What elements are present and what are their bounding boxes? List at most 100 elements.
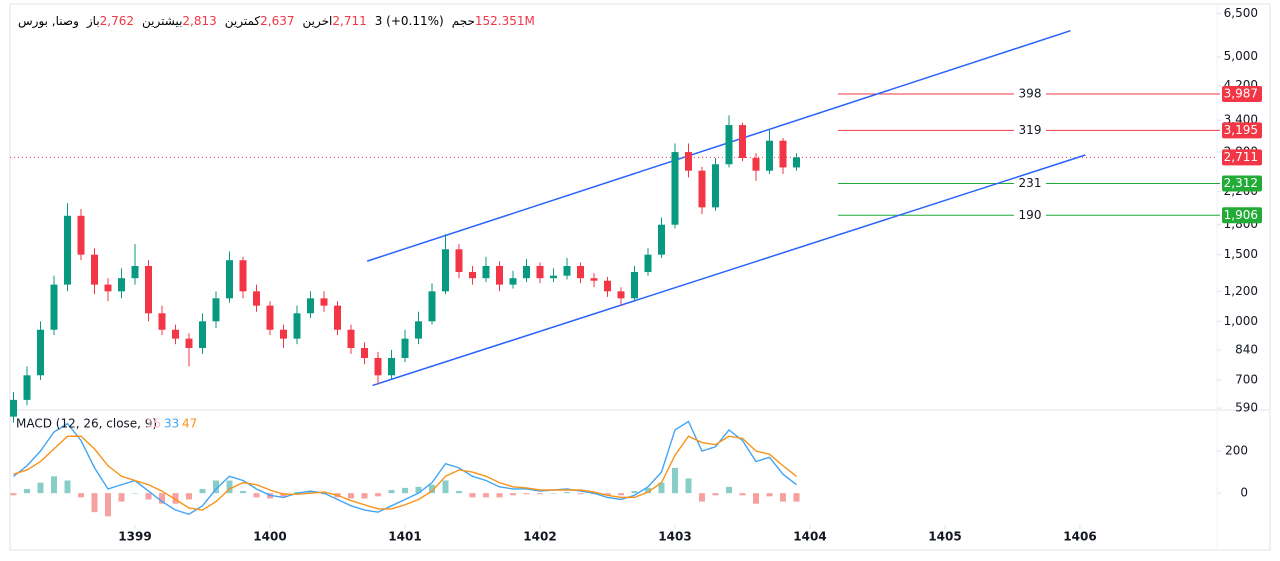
macd-signal-line	[13, 435, 797, 511]
macd-histogram-bar	[226, 480, 233, 494]
level-note-bg	[1014, 122, 1046, 139]
macd-histogram-bar	[644, 487, 651, 494]
x-tick-label: 1400	[253, 530, 286, 544]
candle-body	[603, 280, 611, 292]
trend-line	[372, 154, 1086, 387]
macd-histogram-bar	[374, 493, 381, 497]
candle-body	[495, 265, 503, 285]
level-label: 2,312	[1224, 176, 1258, 190]
macd-histogram-bar	[577, 493, 584, 495]
macd-histogram-bar	[159, 493, 166, 504]
info-item: اخرین2,711	[303, 14, 367, 28]
y-tick-label: 700	[1235, 372, 1258, 386]
level-label: 1,906	[1224, 208, 1258, 222]
macd-histogram-bar	[509, 493, 516, 496]
candle-body	[158, 313, 166, 330]
candle-body	[522, 265, 530, 279]
candle-body	[118, 278, 126, 292]
candle-body	[104, 284, 112, 292]
frame	[9, 3, 1271, 551]
y-tick-label: 590	[1235, 401, 1258, 415]
candle-body	[280, 329, 288, 339]
candle-body	[549, 275, 557, 279]
info-label: وصنا, بورس	[18, 14, 79, 28]
level-label: 3,987	[1224, 86, 1258, 100]
candle-body	[752, 158, 760, 171]
macd-histogram-bar	[455, 491, 462, 494]
info-label: باز	[86, 14, 100, 28]
macd-y-tick-label: 200	[1225, 444, 1248, 458]
trend-line	[366, 29, 1071, 262]
candle-body	[792, 157, 800, 168]
candle-body	[131, 265, 139, 279]
symbol-info: وصنا, بورس باز2,762 بیشترین2,813 کمترین2,63…	[18, 14, 535, 28]
macd-histogram-bar	[132, 493, 139, 494]
macd-histogram-bar	[253, 493, 260, 498]
y-tick-label: 1,500	[1224, 247, 1258, 261]
last-price-bg	[1222, 149, 1262, 166]
x-tick-label: 1402	[523, 530, 556, 544]
candle-body	[414, 321, 422, 339]
level-note-bg	[1014, 175, 1046, 192]
level-note: 190	[1019, 208, 1042, 222]
level-label-bg	[1222, 175, 1262, 192]
macd-histogram-bar	[145, 493, 152, 500]
candle-body	[630, 271, 638, 299]
macd-histogram-bar	[213, 480, 220, 494]
macd-histogram-bar	[172, 493, 179, 504]
macd-title: MACD (12, 26, close, 9)	[16, 417, 157, 431]
candle-body	[671, 152, 679, 225]
macd-histogram-bar	[617, 493, 624, 496]
macd-histogram-bar	[698, 493, 705, 502]
last-price-label: 2,711	[1224, 150, 1258, 164]
macd-histogram-bar	[671, 467, 678, 494]
candle-body	[725, 125, 733, 165]
candle-body	[199, 321, 207, 349]
candle-body	[226, 260, 234, 299]
candle-body	[455, 249, 463, 272]
info-label: حجم	[451, 14, 475, 28]
macd-histogram-bar	[536, 493, 543, 495]
candle-body	[657, 224, 665, 255]
x-tick-label: 1406	[1063, 530, 1096, 544]
macd-histogram-bar	[658, 482, 665, 494]
macd-histogram-bar	[563, 492, 570, 494]
info-label: بیشترین	[142, 14, 183, 28]
candle-body	[253, 291, 261, 306]
info-value: 2,711	[332, 14, 367, 28]
info-item: حجم152.351M	[452, 14, 535, 28]
macd-histogram-bar	[24, 488, 31, 494]
y-tick-label: 840	[1235, 342, 1258, 356]
macd-histogram-bar	[401, 487, 408, 494]
level-note-bg	[1014, 207, 1046, 224]
candle-body	[293, 313, 301, 339]
info-item: کمترین2,637	[225, 14, 295, 28]
macd-histogram-bar	[469, 493, 476, 498]
info-item: 3 (+0.11%)	[375, 14, 444, 28]
level-label-bg	[1222, 207, 1262, 224]
candle-body	[563, 265, 571, 276]
info-item: بیشترین2,813	[142, 14, 217, 28]
candle-body	[145, 265, 153, 314]
candle-body	[738, 125, 746, 159]
candle-body	[441, 249, 449, 292]
macd-histogram-bar	[428, 484, 435, 494]
macd-histogram-bar	[186, 493, 193, 500]
macd-histogram-bar	[388, 490, 395, 494]
macd-histogram-bar	[793, 493, 800, 502]
macd-histogram-bar	[105, 493, 112, 517]
macd-histogram-bar	[10, 493, 17, 496]
x-tick-label: 1405	[928, 530, 961, 544]
candle-body	[172, 329, 180, 339]
macd-histogram-bar	[752, 493, 759, 504]
candle-body	[482, 265, 490, 279]
macd-histogram-bar	[604, 493, 611, 496]
x-tick-label: 1401	[388, 530, 421, 544]
macd-histogram-bar	[725, 486, 732, 494]
candle-body	[765, 140, 773, 171]
x-tick-label: 1403	[658, 530, 691, 544]
level-note-bg	[1014, 85, 1046, 102]
info-item: باز2,762	[87, 14, 134, 28]
candle-body	[711, 164, 719, 208]
